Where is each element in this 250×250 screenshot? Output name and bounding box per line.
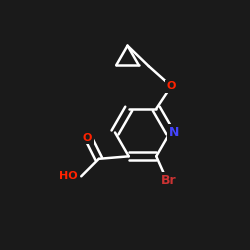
Text: N: N	[168, 126, 179, 139]
Text: HO: HO	[59, 171, 78, 181]
Text: Br: Br	[161, 174, 176, 186]
Text: O: O	[83, 132, 92, 142]
Text: O: O	[166, 81, 176, 91]
